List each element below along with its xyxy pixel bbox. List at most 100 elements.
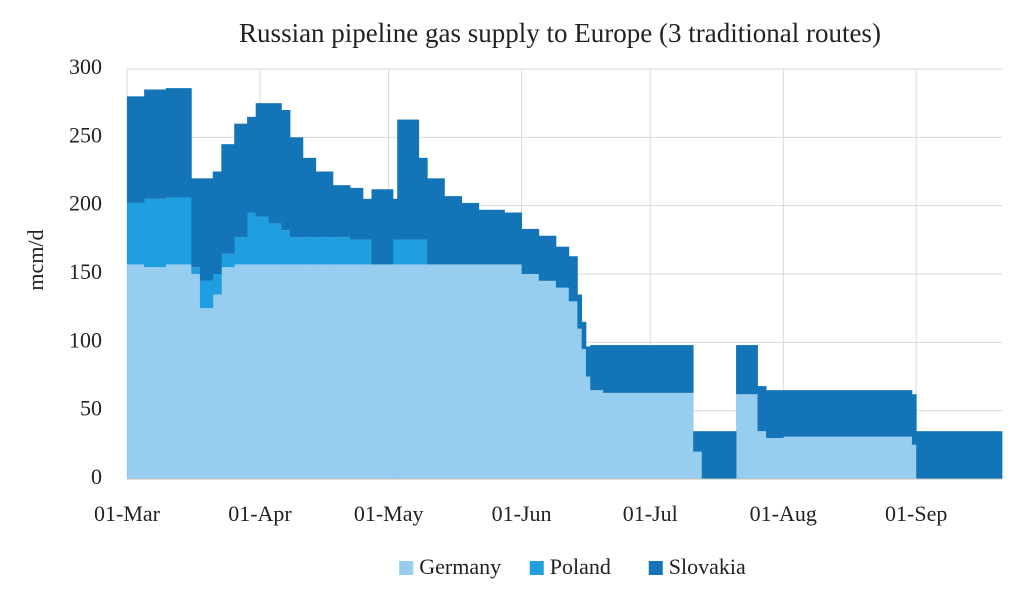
- area-segment: [221, 253, 235, 268]
- legend-label: Slovakia: [669, 554, 746, 579]
- area-segment: [757, 431, 767, 479]
- area-segment: [350, 264, 364, 479]
- area-segment: [165, 88, 192, 198]
- area-segment: [504, 212, 523, 265]
- area-segment: [521, 228, 540, 274]
- area-segment: [418, 157, 428, 240]
- area-segment: [212, 294, 222, 479]
- area-segment: [281, 110, 291, 231]
- area-segment: [397, 119, 420, 240]
- y-tick-label: 50: [80, 396, 102, 421]
- area-segment: [332, 237, 351, 265]
- area-segment: [302, 157, 317, 238]
- y-tick-label: 250: [69, 122, 102, 147]
- area-segment: [911, 394, 917, 445]
- area-segment: [392, 264, 398, 479]
- area-segment: [371, 189, 394, 265]
- x-tick-label: 01-Mar: [94, 501, 161, 526]
- area-segment: [362, 198, 372, 240]
- area-segment: [701, 431, 737, 479]
- y-tick-label: 200: [69, 191, 102, 216]
- area-segment: [221, 267, 235, 479]
- area-segment: [581, 349, 587, 479]
- area-segment: [144, 198, 167, 268]
- area-segment: [199, 280, 214, 309]
- area-segment: [427, 264, 445, 479]
- area-segment: [332, 185, 351, 238]
- y-tick-label: 300: [69, 54, 102, 79]
- area-segment: [555, 246, 570, 288]
- area-segment: [144, 267, 167, 479]
- area-segment: [555, 287, 570, 479]
- area-segment: [444, 264, 462, 479]
- area-segment: [577, 294, 583, 329]
- area-segment: [478, 209, 505, 265]
- area-segment: [418, 239, 428, 265]
- legend-swatch: [648, 561, 663, 575]
- x-tick-label: 01-Aug: [750, 501, 817, 526]
- area-segment: [585, 376, 591, 479]
- area-segment: [568, 256, 578, 302]
- area-segment: [302, 264, 317, 479]
- area-segment: [191, 274, 201, 479]
- area-segment: [234, 237, 248, 265]
- area-segment: [144, 89, 167, 199]
- area-segment: [315, 237, 334, 265]
- area-segment: [255, 216, 269, 265]
- area-segment: [247, 212, 257, 265]
- area-segment: [255, 103, 269, 217]
- y-axis-label: mcm/d: [23, 229, 48, 290]
- y-tick-label: 0: [91, 464, 102, 489]
- y-tick-label: 100: [69, 327, 102, 352]
- area-segment: [757, 386, 767, 432]
- area-segment: [199, 308, 214, 479]
- area-segment: [199, 178, 214, 281]
- area-segment: [315, 171, 334, 238]
- area-segment: [332, 264, 351, 479]
- area-segment: [268, 264, 282, 479]
- area-segment: [538, 280, 557, 479]
- area-segment: [268, 103, 282, 224]
- area-segment: [247, 116, 257, 213]
- area-segment: [234, 264, 248, 479]
- area-segment: [603, 345, 694, 393]
- area-segment: [127, 96, 145, 203]
- area-segment: [590, 345, 604, 391]
- x-tick-label: 01-Jun: [492, 501, 552, 526]
- area-segment: [191, 178, 201, 268]
- area-segment: [916, 431, 1003, 479]
- x-tick-label: 01-Apr: [228, 501, 292, 526]
- area-segment: [302, 237, 317, 265]
- x-tick-label: 01-Jul: [623, 501, 678, 526]
- area-segment: [392, 198, 398, 240]
- area-segment: [766, 390, 784, 438]
- area-segment: [268, 223, 282, 265]
- area-segment: [212, 171, 222, 274]
- area-segment: [255, 264, 269, 479]
- area-segment: [281, 230, 291, 265]
- area-segment: [736, 345, 758, 395]
- area-segment: [766, 438, 784, 479]
- area-segment: [165, 197, 192, 265]
- area-segment: [127, 264, 145, 479]
- area-segment: [418, 264, 428, 479]
- area-segment: [362, 239, 372, 265]
- area-segment: [911, 444, 917, 479]
- area-segment: [397, 264, 420, 479]
- area-segment: [289, 237, 304, 265]
- area-segment: [212, 274, 222, 295]
- area-segment: [478, 264, 505, 479]
- y-tick-label: 150: [69, 259, 102, 284]
- area-segment: [461, 264, 480, 479]
- area-segment: [221, 144, 235, 254]
- area-segment: [247, 264, 257, 479]
- area-segment: [736, 394, 758, 479]
- area-segment: [397, 239, 420, 265]
- area-segment: [693, 451, 703, 479]
- area-segment: [568, 301, 578, 479]
- area-segment: [350, 239, 364, 265]
- legend-label: Germany: [419, 554, 501, 579]
- area-segment: [521, 274, 540, 479]
- area-segment: [191, 267, 201, 274]
- area-segment: [581, 321, 587, 350]
